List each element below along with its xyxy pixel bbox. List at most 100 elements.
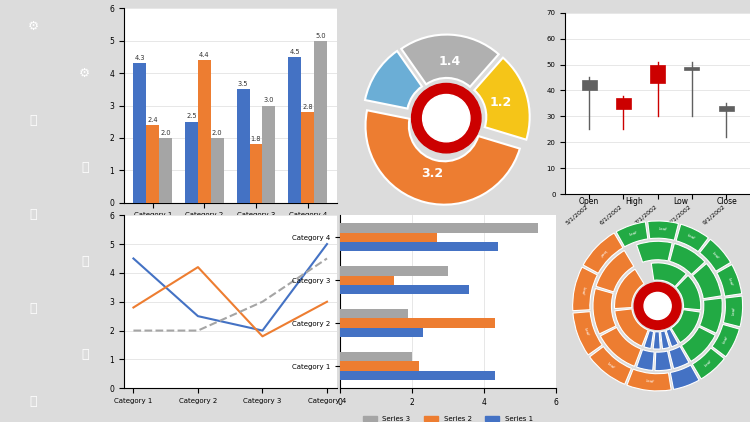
Series 3 (258, 299, 267, 304)
Series 1 (258, 328, 267, 333)
Wedge shape (584, 233, 623, 273)
Text: 📈: 📈 (81, 349, 88, 362)
Text: Bran.: Bran. (682, 319, 692, 330)
Text: Leaf: Leaf (580, 285, 586, 295)
Text: 1.8: 1.8 (251, 136, 261, 142)
Text: Open: Open (578, 197, 598, 206)
Bar (340, 233, 437, 242)
Bar (340, 266, 448, 276)
Text: Bran.: Bran. (658, 337, 670, 343)
Text: Leaf: Leaf (731, 306, 736, 315)
Wedge shape (676, 276, 700, 310)
Wedge shape (627, 369, 671, 391)
Bar (340, 242, 498, 252)
Wedge shape (644, 330, 653, 349)
Text: Low: Low (674, 197, 688, 206)
Bar (159, 138, 172, 203)
Bar (237, 89, 250, 203)
Bar (340, 223, 538, 233)
Text: ⚙: ⚙ (80, 67, 90, 80)
Bar (314, 41, 327, 203)
Text: Stem: Stem (600, 305, 605, 316)
Wedge shape (651, 263, 686, 287)
Bar (340, 352, 412, 362)
Text: 🎯: 🎯 (29, 395, 37, 408)
Text: Leaf: Leaf (628, 230, 638, 237)
Text: Leaf: Leaf (727, 277, 734, 286)
Text: Stem: Stem (680, 254, 692, 263)
Text: 2.0: 2.0 (212, 130, 223, 135)
Bar (288, 57, 302, 203)
Bar (582, 80, 597, 90)
Wedge shape (666, 329, 678, 347)
Wedge shape (615, 309, 648, 346)
Legend: Series 1, Series 2, Series 3: Series 1, Series 2, Series 3 (142, 246, 318, 257)
Wedge shape (637, 241, 672, 262)
Bar (718, 106, 734, 111)
Series 1 (322, 241, 332, 246)
Text: 1.4: 1.4 (438, 55, 460, 68)
Line: Series 3: Series 3 (134, 258, 327, 330)
Series 1 (129, 256, 138, 261)
Bar (650, 65, 665, 83)
Text: Leaf: Leaf (711, 251, 719, 260)
Bar (302, 112, 314, 203)
Series 3 (194, 328, 202, 333)
Text: Close: Close (716, 197, 737, 206)
Bar (340, 285, 470, 295)
Text: 2.0: 2.0 (160, 130, 171, 135)
Text: Bran.: Bran. (622, 284, 632, 296)
Circle shape (422, 95, 470, 142)
Wedge shape (573, 311, 602, 355)
Text: Bran.: Bran. (651, 338, 662, 343)
Text: High: High (626, 197, 644, 206)
Wedge shape (670, 365, 699, 390)
Text: Bran.: Bran. (666, 333, 677, 341)
Wedge shape (700, 298, 722, 333)
Text: 🧠: 🧠 (81, 161, 88, 174)
Text: Leaf: Leaf (704, 359, 712, 368)
Text: Leaf: Leaf (606, 362, 615, 371)
Wedge shape (723, 296, 742, 327)
Wedge shape (616, 222, 648, 247)
Text: Leaf: Leaf (583, 327, 590, 337)
Circle shape (644, 292, 671, 319)
Bar (616, 98, 631, 108)
Wedge shape (661, 331, 670, 349)
Text: 💡: 💡 (29, 114, 37, 127)
Text: 2.8: 2.8 (302, 104, 313, 110)
Legend: 1st Qtr, 2nd Qtr, 3rd Qtr, 4th Qtr: 1st Qtr, 2nd Qtr, 3rd Qtr, 4th Qtr (338, 219, 554, 230)
Wedge shape (365, 51, 422, 108)
Line: Series 2: Series 2 (134, 267, 327, 336)
Wedge shape (365, 110, 520, 205)
Text: 🖥: 🖥 (29, 302, 37, 314)
Text: 2.4: 2.4 (148, 116, 158, 123)
Text: 4.3: 4.3 (135, 55, 146, 61)
Text: Stem: Stem (710, 309, 716, 320)
Text: Stem: Stem (616, 342, 626, 352)
Wedge shape (593, 289, 616, 334)
Bar (134, 63, 146, 203)
Series 2 (129, 305, 138, 310)
Bar (340, 309, 408, 319)
Series 2 (322, 299, 332, 304)
Bar (146, 125, 159, 203)
Wedge shape (676, 224, 709, 252)
Circle shape (634, 283, 681, 329)
Bar (684, 67, 699, 70)
Line: Series 1: Series 1 (134, 244, 327, 330)
Text: Bran.: Bran. (626, 322, 635, 333)
Bar (185, 122, 198, 203)
Wedge shape (614, 269, 644, 308)
Wedge shape (712, 325, 740, 357)
Bar (340, 276, 394, 285)
Wedge shape (573, 267, 598, 311)
Text: 👥: 👥 (29, 208, 37, 221)
Wedge shape (682, 327, 716, 361)
Text: Bran.: Bran. (662, 269, 674, 276)
Wedge shape (401, 35, 499, 87)
Text: Leaf: Leaf (645, 379, 654, 384)
Wedge shape (590, 346, 632, 384)
Wedge shape (655, 351, 671, 371)
Text: 5.0: 5.0 (315, 32, 326, 38)
